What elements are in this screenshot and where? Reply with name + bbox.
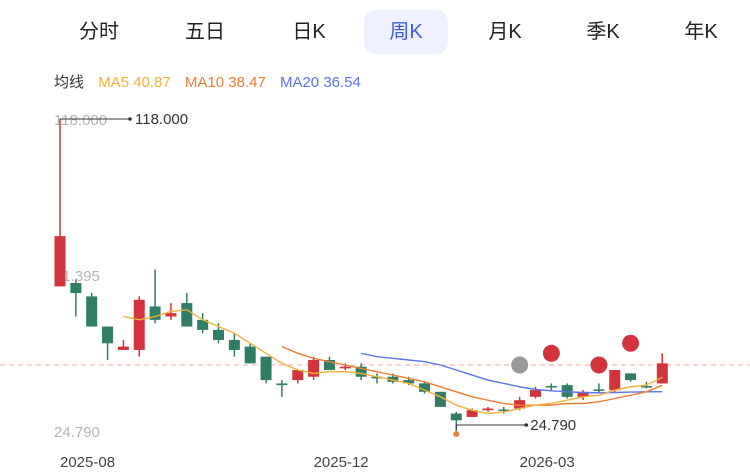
ma5-legend: MA5 40.87 <box>98 74 171 91</box>
event-marker <box>511 356 529 374</box>
y-tick-label: 24.790 <box>54 424 100 441</box>
candle-body <box>339 366 351 369</box>
ma20-line <box>360 352 663 394</box>
min-annotation-line <box>455 424 527 429</box>
min-annotation-label: 24.790 <box>530 417 576 434</box>
candle-body <box>323 360 335 371</box>
period-tabs: 分时 五日 日K 周K 月K 季K 年K <box>0 0 750 64</box>
candle-body <box>577 391 589 397</box>
candle-body <box>656 363 668 384</box>
candle-body <box>530 390 541 397</box>
candle-body <box>181 303 193 327</box>
candle-body <box>450 413 462 421</box>
candle-body <box>371 376 383 379</box>
x-tick-label: 2025-12 <box>314 454 369 471</box>
candle-body <box>561 385 573 397</box>
candle-body <box>387 376 399 382</box>
event-marker <box>542 344 560 362</box>
candle-body <box>625 373 637 381</box>
candle-body <box>213 329 224 340</box>
candle-body <box>54 236 66 287</box>
candle-body <box>482 408 494 411</box>
max-annotation-dot <box>128 117 132 121</box>
candle-body <box>228 339 240 350</box>
tab-yearly-k[interactable]: 年K <box>684 21 718 43</box>
tab-quarterly-k[interactable]: 季K <box>586 21 620 43</box>
candle-body <box>609 370 621 391</box>
candle-body <box>403 380 415 384</box>
ma5-line <box>123 309 663 415</box>
x-tick-label: 2025-08 <box>60 454 115 471</box>
event-marker <box>590 356 608 374</box>
event-marker <box>622 334 640 352</box>
candle-body <box>260 356 272 381</box>
candle-body <box>102 326 114 344</box>
candle-body <box>165 313 177 317</box>
candle-body <box>244 346 256 364</box>
ma20-legend: MA20 36.54 <box>279 74 361 91</box>
candle-body <box>276 383 288 386</box>
candle-body <box>149 306 161 320</box>
ma10-line <box>281 345 663 406</box>
y-tick-label: 118.000 <box>54 112 107 129</box>
candle-body <box>466 410 478 417</box>
ma-legend-title: 均线 <box>54 74 85 91</box>
max-annotation-label: 118.000 <box>135 111 188 128</box>
ma-legend: 均线 MA5 40.87 MA10 38.47 MA20 36.54 <box>54 71 371 92</box>
candle-body <box>292 370 304 381</box>
ma10-legend: MA10 38.47 <box>184 74 266 91</box>
candle-body <box>514 400 526 409</box>
candle-body <box>419 383 431 392</box>
min-point-marker <box>453 431 460 437</box>
candle-body <box>86 296 98 327</box>
candle-body <box>133 299 145 350</box>
min-annotation-dot <box>524 423 529 427</box>
candle-body <box>355 366 367 377</box>
tab-monthly-k[interactable]: 月K <box>488 21 522 43</box>
candle-body <box>117 346 129 350</box>
tab-five-day[interactable]: 五日 <box>185 21 225 43</box>
candle-body <box>70 283 82 294</box>
tab-weekly-k[interactable]: 周K <box>364 10 448 54</box>
tab-daily-k[interactable]: 日K <box>292 21 326 43</box>
tab-intraday[interactable]: 分时 <box>79 21 119 43</box>
x-tick-label: 2026-03 <box>520 454 575 471</box>
candle-body <box>197 319 209 330</box>
candle-body <box>308 360 320 377</box>
candle-body <box>434 391 446 407</box>
